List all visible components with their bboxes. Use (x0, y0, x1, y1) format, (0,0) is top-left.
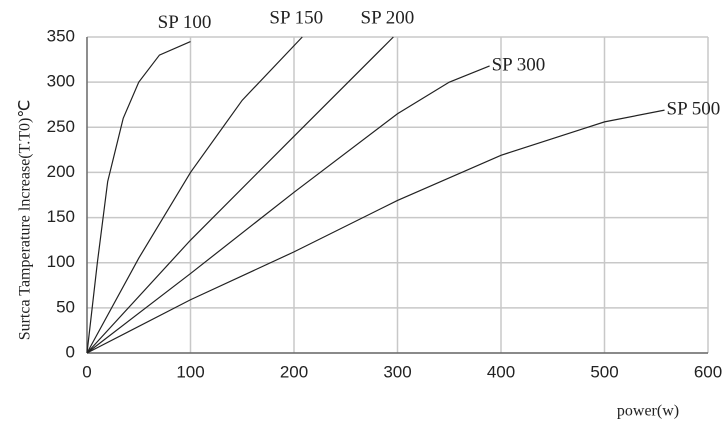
y-tick-label: 50 (56, 297, 75, 316)
series-line (86, 36, 394, 354)
x-tick-label: 100 (176, 362, 204, 381)
y-tick-label: 200 (47, 162, 75, 181)
series-label: SP 300 (492, 54, 546, 75)
series-label: SP 500 (667, 98, 721, 119)
y-tick-label: 150 (47, 207, 75, 226)
x-tick-label: 400 (487, 362, 515, 381)
series-line (86, 65, 490, 354)
y-axis-label: Surtca Tamperature lncrease(T.T0)℃ (17, 100, 34, 341)
x-tick-label: 600 (694, 362, 722, 381)
y-tick-label: 350 (47, 26, 75, 45)
x-tick-label: 200 (280, 362, 308, 381)
x-axis-label: power(w) (617, 403, 679, 420)
series-line (86, 36, 303, 354)
x-tick-label: 0 (82, 362, 91, 381)
y-tick-label: 0 (66, 342, 75, 361)
y-tick-label: 300 (47, 72, 75, 91)
x-tick-label: 300 (383, 362, 411, 381)
series-label: SP 200 (361, 7, 415, 28)
y-tick-label: 100 (47, 252, 75, 271)
series-line (86, 40, 191, 354)
y-tick-label: 250 (47, 117, 75, 136)
x-tick-label: 500 (590, 362, 618, 381)
series-label: SP 150 (269, 7, 323, 28)
series-line (86, 109, 665, 354)
series-label: SP 100 (158, 12, 212, 33)
